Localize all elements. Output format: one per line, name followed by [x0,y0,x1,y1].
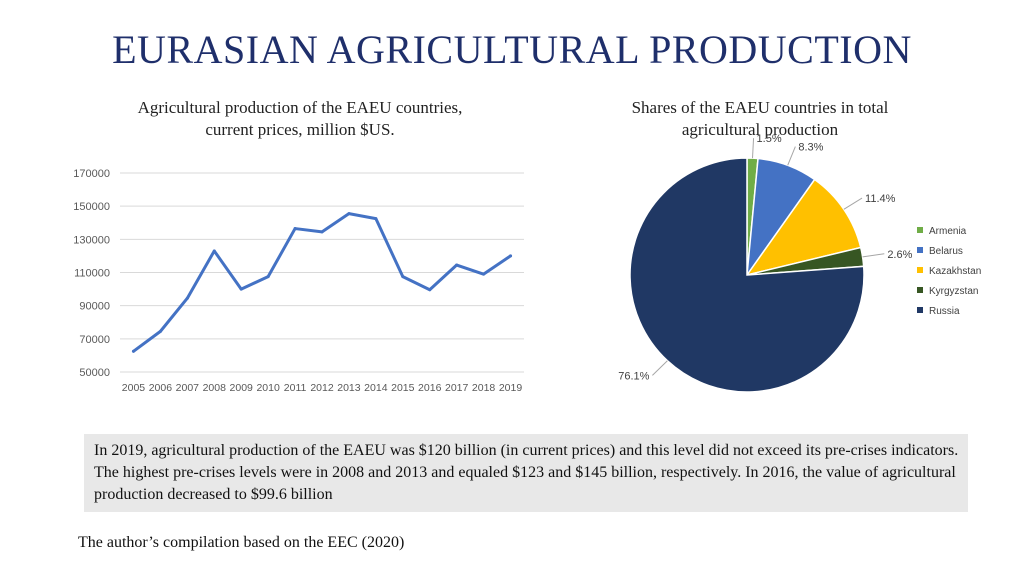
line-chart-point [374,217,378,221]
line-chart-point [131,349,135,353]
pie-legend-label-kyrgyzstan: Kyrgyzstan [929,286,978,297]
line-chart-point [212,249,216,253]
pie-legend-label-russia: Russia [929,306,960,317]
line-chart-x-tick-label: 2013 [337,382,361,394]
line-chart-x-tick-label: 2012 [310,382,334,394]
pie-data-label-kyrgyzstan: 2.6% [887,249,912,261]
pie-leader-line [862,253,885,258]
line-chart-point [158,329,162,333]
pie-data-label-armenia: 1.5% [757,133,782,145]
line-chart-gridlines [120,172,524,373]
line-chart-y-tick-label: 170000 [73,168,110,180]
line-chart-title-line-1: Agricultural production of the EAEU coun… [137,98,463,117]
line-chart-point [482,272,486,276]
pie-legend-swatch-russia [917,307,923,313]
pie-data-label-kazakhstan: 11.4% [865,193,896,205]
line-chart-title-line-2: current prices, million $US. [205,120,395,139]
source-note: The author’s compilation based on the EE… [78,534,405,551]
line-chart-x-tick-label: 2016 [418,382,442,394]
line-chart-x-tick-label: 2015 [391,382,415,394]
summary-box: In 2019, agricultural production of the … [84,434,968,512]
line-chart-x-ticks: 2005 2006 2007 2008 2009 2010 2011 2012 2013 2014… [122,382,523,394]
pie-slice-russia [629,157,865,393]
line-chart-x-tick-label: 2010 [256,382,280,394]
line-chart-x-tick-label: 2017 [445,382,469,394]
pie-chart-slices [629,157,865,393]
line-chart-y-ticks: 50000 70000 90000 110000 130000 150000 170000 [73,168,110,379]
line-chart-y-tick-label: 50000 [79,367,110,379]
pie-leader-line [652,360,668,376]
pie-chart-title-line-2: agricultural production [681,120,839,139]
line-chart-x-tick-label: 2008 [203,382,227,394]
pie-chart-legend: Armenia Belarus Kazakhstan Kyrgyzstan Russia [917,226,981,317]
pie-legend-swatch-belarus [917,247,923,253]
line-chart-y-tick-label: 110000 [74,268,110,280]
line-chart-x-tick-label: 2014 [364,382,388,394]
line-chart-point [347,212,351,216]
line-chart-series [131,212,513,353]
line-chart-y-tick-label: 90000 [79,301,110,313]
line-chart-y-tick-label: 130000 [73,234,110,246]
pie-leader-line [843,197,863,210]
line-chart-title: Agricultural production of the EAEU coun… [100,97,500,141]
pie-data-label-russia: 76.1% [618,370,649,382]
pie-legend-swatch-kazakhstan [917,267,923,273]
line-chart-x-tick-label: 2005 [122,382,146,394]
line-chart-x-tick-label: 2009 [230,382,254,394]
pie-legend-label-armenia: Armenia [929,226,967,237]
line-chart-x-tick-label: 2011 [284,382,307,394]
line-chart-point [320,230,324,234]
pie-chart-leader-lines [652,138,885,376]
pie-leader-line [752,138,755,159]
line-chart-point [239,287,243,291]
line-chart-point [509,254,513,258]
line-chart-x-tick-label: 2007 [176,382,200,394]
line-chart-point [401,275,405,279]
pie-legend-label-belarus: Belarus [929,246,963,257]
pie-leader-line [787,146,796,166]
pie-legend-label-kazakhstan: Kazakhstan [929,266,981,277]
summary-text: In 2019, agricultural production of the … [94,442,959,503]
line-chart-x-tick-label: 2018 [472,382,496,394]
pie-chart-title: Shares of the EAEU countries in total ag… [590,97,930,141]
line-chart-x-tick-label: 2006 [149,382,173,394]
line-chart-y-tick-label: 70000 [79,334,110,346]
pie-legend-swatch-kyrgyzstan [917,287,923,293]
line-chart-point [293,227,297,231]
pie-chart-title-line-1: Shares of the EAEU countries in total [631,98,889,117]
page-title: EURASIAN AGRICULTURAL PRODUCTION [112,27,912,72]
line-chart-point [185,296,189,300]
line-chart-point [266,275,270,279]
pie-data-label-belarus: 8.3% [798,142,823,154]
line-chart-point [455,263,459,267]
line-chart-x-tick-label: 2019 [499,382,523,394]
pie-legend-swatch-armenia [917,227,923,233]
pie-chart-data-labels: 1.5% 8.3% 11.4% 2.6% 76.1% [618,133,912,382]
line-chart-y-tick-label: 150000 [73,201,110,213]
line-chart-point [428,288,432,292]
